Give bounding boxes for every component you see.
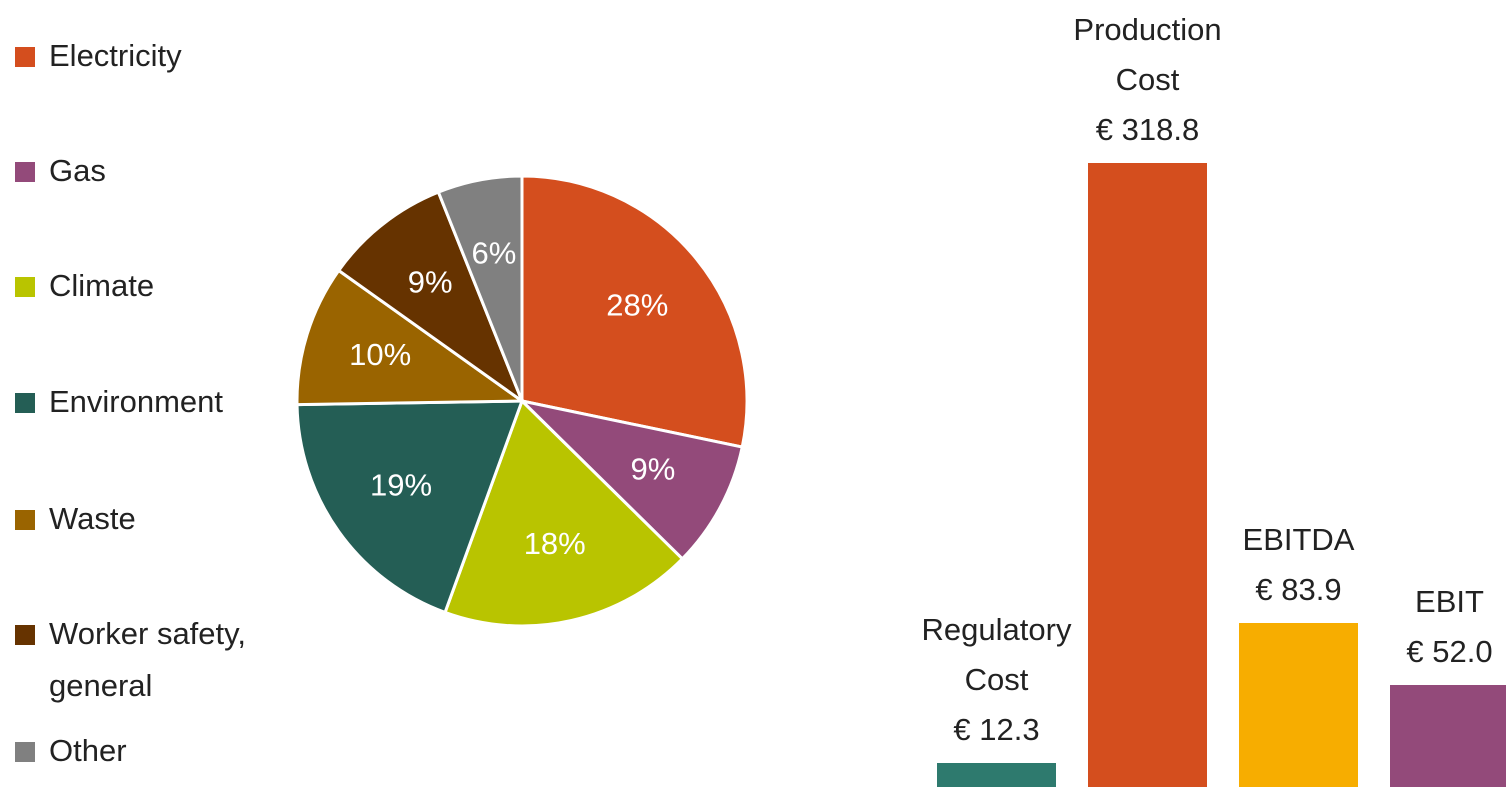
bar-category: EBITDA xyxy=(1242,521,1355,557)
pie-slice xyxy=(295,268,527,407)
bar-label: EBITDA € 83.9 xyxy=(1179,515,1419,615)
legend-label: Climate xyxy=(49,268,155,303)
legend-item: Environment xyxy=(15,384,319,428)
legend-swatch xyxy=(15,393,35,413)
pie-slice xyxy=(443,398,685,628)
slice-label: 19% xyxy=(370,467,432,502)
bar-label: Production Cost € 318.8 xyxy=(1028,5,1268,155)
slice-label: 18% xyxy=(524,526,586,561)
pie-slice xyxy=(517,398,745,561)
bar xyxy=(1390,685,1506,787)
legend-swatch xyxy=(15,625,35,645)
bar-category: Regulatory Cost xyxy=(921,611,1072,697)
slice-label: 28% xyxy=(606,288,668,323)
legend-swatch xyxy=(15,510,35,530)
legend-label: Other xyxy=(49,733,127,768)
legend-item: Electricity xyxy=(15,38,319,82)
bar xyxy=(937,762,1056,787)
pie-slice xyxy=(295,399,525,615)
legend-label: Gas xyxy=(49,153,106,188)
legend-swatch xyxy=(15,742,35,762)
legend-swatch xyxy=(15,162,35,182)
legend-swatch xyxy=(15,47,35,67)
bar-category: EBIT xyxy=(1415,584,1484,620)
legend-label: Worker safety, general xyxy=(49,616,246,703)
legend-label: Waste xyxy=(49,501,136,536)
bar-value-label: € 12.3 xyxy=(953,711,1040,747)
bar-category: Production Cost xyxy=(1073,12,1222,97)
legend-item: Other xyxy=(15,733,319,777)
bar-value-label: € 52.0 xyxy=(1406,634,1493,670)
legend-label: Electricity xyxy=(49,38,182,73)
slice-label: 10% xyxy=(349,337,411,372)
bar-label: Regulatory Cost € 12.3 xyxy=(877,605,1117,755)
pie-slice xyxy=(520,174,749,449)
slice-label: 9% xyxy=(408,264,453,299)
bar-value-label: € 318.8 xyxy=(1095,112,1200,147)
legend-item: Waste xyxy=(15,501,319,545)
pie-slice xyxy=(336,190,526,406)
legend-item: Climate xyxy=(15,268,319,312)
legend-item: Worker safety, general xyxy=(15,616,319,712)
slice-label: 9% xyxy=(630,451,675,486)
slice-label: 6% xyxy=(471,235,516,270)
bar xyxy=(1088,163,1207,787)
legend-label: Environment xyxy=(49,384,224,419)
bar xyxy=(1239,622,1358,787)
pie-slice xyxy=(436,174,524,402)
legend-item: Gas xyxy=(15,153,319,197)
bar-label: EBIT € 52.0 xyxy=(1330,577,1506,677)
legend-swatch xyxy=(15,277,35,297)
bar-value-label: € 83.9 xyxy=(1255,571,1342,607)
